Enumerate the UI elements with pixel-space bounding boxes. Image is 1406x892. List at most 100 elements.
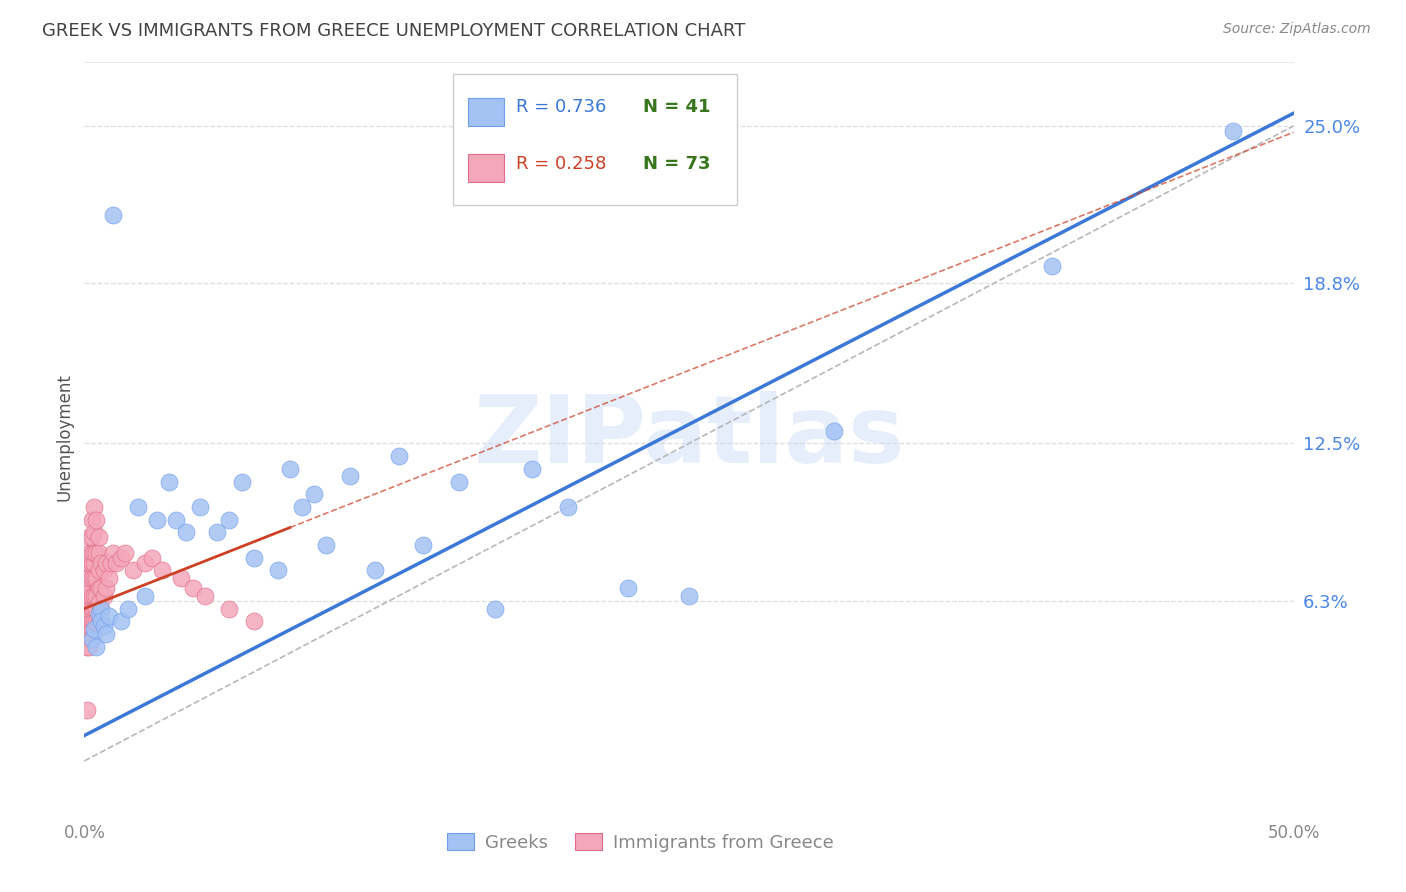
Immigrants from Greece	[87, 563, 110, 577]
Immigrants from Greece	[77, 571, 100, 585]
Immigrants from Greece	[87, 597, 110, 611]
Greeks	[449, 475, 471, 489]
Immigrants from Greece	[93, 589, 115, 603]
Greeks	[134, 589, 156, 603]
Immigrants from Greece	[80, 530, 103, 544]
Immigrants from Greece	[77, 556, 100, 570]
Immigrants from Greece	[76, 597, 98, 611]
Immigrants from Greece	[218, 601, 240, 615]
Immigrants from Greece	[194, 589, 217, 603]
Immigrants from Greece	[150, 563, 173, 577]
Greeks	[97, 609, 120, 624]
Greeks	[388, 449, 411, 463]
Immigrants from Greece	[77, 614, 100, 628]
Text: Source: ZipAtlas.com: Source: ZipAtlas.com	[1223, 22, 1371, 37]
Immigrants from Greece	[110, 550, 132, 565]
Immigrants from Greece	[77, 640, 100, 654]
Greeks	[231, 475, 253, 489]
Immigrants from Greece	[77, 581, 100, 595]
Immigrants from Greece	[76, 556, 98, 570]
Immigrants from Greece	[77, 530, 100, 544]
Greeks	[127, 500, 149, 514]
Immigrants from Greece	[94, 556, 117, 570]
Immigrants from Greece	[80, 546, 103, 560]
Immigrants from Greece	[83, 571, 105, 585]
Immigrants from Greece	[87, 530, 110, 544]
Immigrants from Greece	[83, 627, 105, 641]
Immigrants from Greece	[94, 581, 117, 595]
Immigrants from Greece	[87, 581, 110, 595]
Immigrants from Greece	[80, 556, 103, 570]
Greeks	[146, 513, 169, 527]
Greeks	[86, 640, 108, 654]
Immigrants from Greece	[77, 601, 100, 615]
Greeks	[291, 500, 314, 514]
Immigrants from Greece	[76, 622, 98, 636]
Immigrants from Greece	[86, 589, 108, 603]
Greeks	[678, 589, 700, 603]
Immigrants from Greece	[86, 513, 108, 527]
Text: N = 41: N = 41	[643, 98, 710, 116]
Immigrants from Greece	[90, 601, 112, 615]
Greeks	[823, 424, 845, 438]
FancyBboxPatch shape	[453, 74, 737, 205]
Immigrants from Greece	[87, 614, 110, 628]
Immigrants from Greece	[76, 571, 98, 585]
Bar	[468, 97, 503, 126]
Greeks	[83, 622, 105, 636]
Greeks	[412, 538, 434, 552]
Text: GREEK VS IMMIGRANTS FROM GREECE UNEMPLOYMENT CORRELATION CHART: GREEK VS IMMIGRANTS FROM GREECE UNEMPLOY…	[42, 22, 745, 40]
Greeks	[267, 563, 290, 577]
Greeks	[110, 614, 132, 628]
Immigrants from Greece	[80, 571, 103, 585]
Greeks	[302, 487, 325, 501]
Immigrants from Greece	[76, 703, 98, 717]
Immigrants from Greece	[97, 571, 120, 585]
Immigrants from Greece	[76, 607, 98, 621]
Immigrants from Greece	[104, 556, 127, 570]
Immigrants from Greece	[76, 601, 98, 615]
Immigrants from Greece	[83, 500, 105, 514]
Immigrants from Greece	[87, 546, 110, 560]
Greeks	[1222, 124, 1244, 138]
Greeks	[557, 500, 579, 514]
Bar	[468, 153, 503, 182]
Immigrants from Greece	[76, 632, 98, 646]
Text: R = 0.736: R = 0.736	[516, 98, 606, 116]
Greeks	[520, 462, 543, 476]
Immigrants from Greece	[114, 546, 136, 560]
Immigrants from Greece	[100, 556, 122, 570]
Greeks	[190, 500, 212, 514]
Immigrants from Greece	[80, 614, 103, 628]
Immigrants from Greece	[83, 556, 105, 570]
Greeks	[165, 513, 187, 527]
Greeks	[218, 513, 240, 527]
Greeks	[339, 469, 361, 483]
Immigrants from Greece	[86, 601, 108, 615]
Greeks	[90, 614, 112, 628]
Immigrants from Greece	[83, 525, 105, 540]
Immigrants from Greece	[86, 614, 108, 628]
Immigrants from Greece	[77, 627, 100, 641]
Immigrants from Greece	[80, 622, 103, 636]
Text: N = 73: N = 73	[643, 154, 710, 172]
Immigrants from Greece	[103, 546, 125, 560]
Greeks	[103, 208, 125, 222]
Immigrants from Greece	[83, 601, 105, 615]
Immigrants from Greece	[242, 614, 264, 628]
Greeks	[93, 619, 115, 633]
Legend: Greeks, Immigrants from Greece: Greeks, Immigrants from Greece	[440, 826, 841, 859]
Greeks	[363, 563, 385, 577]
Immigrants from Greece	[77, 589, 100, 603]
Immigrants from Greece	[83, 546, 105, 560]
Text: R = 0.258: R = 0.258	[516, 154, 606, 172]
Immigrants from Greece	[76, 583, 98, 598]
Greeks	[207, 525, 229, 540]
Immigrants from Greece	[80, 601, 103, 615]
Immigrants from Greece	[83, 614, 105, 628]
Greeks	[157, 475, 180, 489]
Greeks	[278, 462, 301, 476]
Immigrants from Greece	[80, 632, 103, 646]
Immigrants from Greece	[90, 581, 112, 595]
Greeks	[94, 627, 117, 641]
